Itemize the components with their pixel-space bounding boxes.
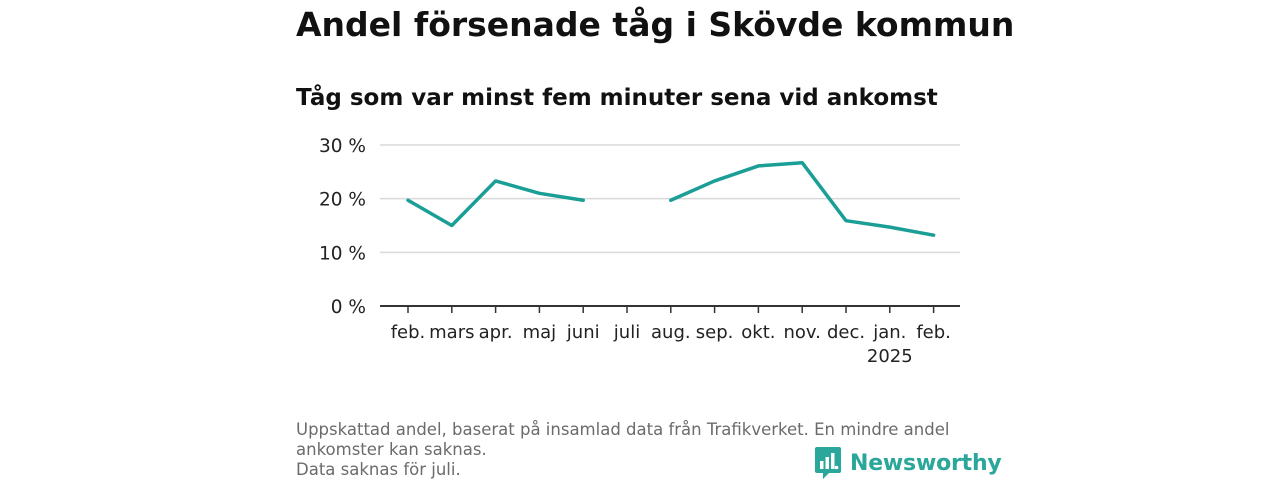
x-tick-label: sep. — [696, 322, 734, 343]
x-tick-label: mars — [429, 322, 474, 343]
x-tick-label: dec. — [827, 322, 865, 343]
y-tick-label: 20 % — [319, 190, 366, 211]
chart-title: Andel försenade tåg i Skövde kommun — [296, 5, 1015, 44]
y-tick-label: 0 % — [331, 297, 366, 318]
newsworthy-logo: Newsworthy — [814, 446, 1002, 480]
newsworthy-logo-icon — [815, 447, 841, 479]
footnote-line-2: ankomster kan saknas. — [296, 440, 487, 459]
line-chart: 0 %10 %20 %30 %feb. mars apr. maj juni juli au… — [319, 136, 960, 367]
x-tick-label: nov. — [783, 322, 820, 343]
x-tick-label: juni — [566, 322, 600, 343]
x-tick-label: juli — [613, 322, 640, 343]
series-line — [669, 160, 936, 237]
x-tick-label: okt. — [741, 322, 775, 343]
series-line — [406, 179, 585, 228]
footnote: Uppskattad andel, baserat på insamlad da… — [296, 420, 986, 480]
chart-subtitle: Tåg som var minst fem minuter sena vid a… — [296, 85, 938, 111]
x-tick-label: jan. — [872, 322, 906, 343]
footnote-line-1: Uppskattad andel, baserat på insamlad da… — [296, 420, 950, 439]
x-tick-label: maj — [523, 322, 557, 343]
x-tick-label: feb. — [916, 322, 951, 343]
footnote-line-3: Data saknas för juli. — [296, 460, 461, 479]
x-tick-label: aug. — [651, 322, 691, 343]
brand-name: Newsworthy — [850, 450, 1002, 476]
x-tick-label: apr. — [479, 322, 513, 343]
y-tick-label: 30 % — [319, 136, 366, 157]
x-tick-sublabel: 2025 — [867, 346, 913, 367]
y-tick-label: 10 % — [319, 243, 366, 264]
x-tick-label: feb. — [391, 322, 426, 343]
